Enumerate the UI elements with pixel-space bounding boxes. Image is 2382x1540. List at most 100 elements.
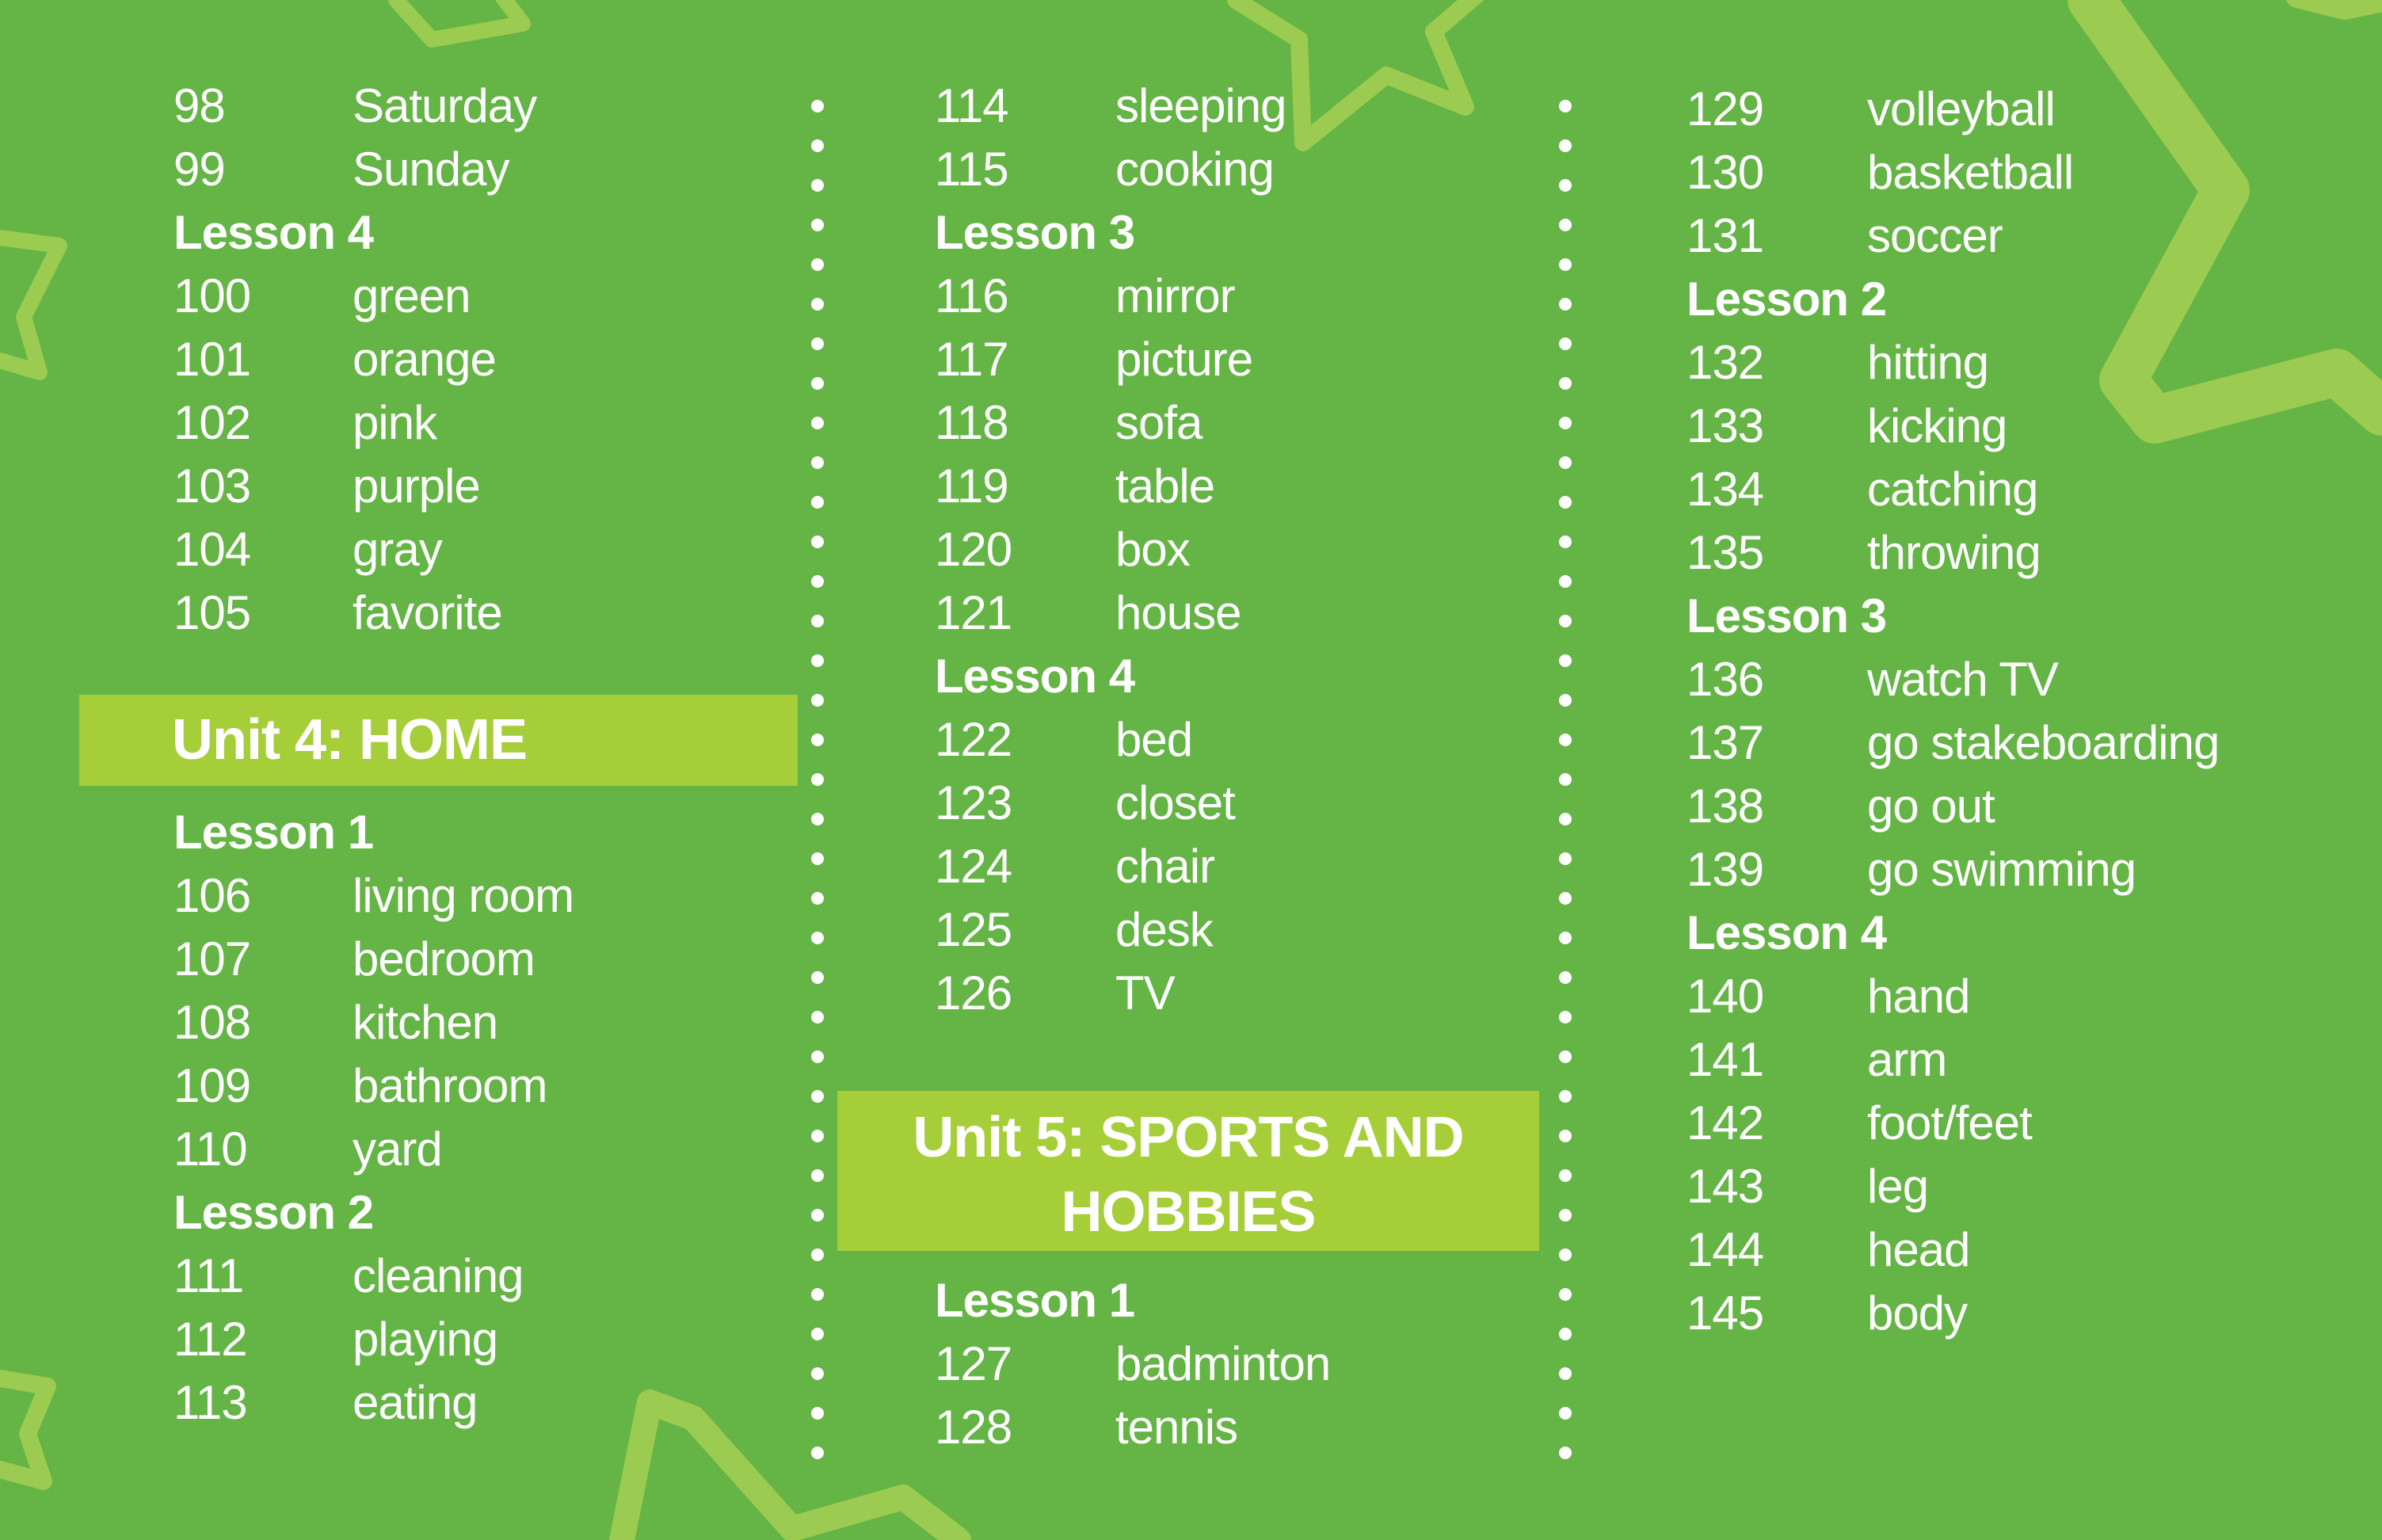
vocab-item: 100 green [173, 265, 471, 328]
divider-dot [1559, 1090, 1572, 1103]
divider-dot [1559, 773, 1572, 786]
divider-dot [811, 1407, 824, 1420]
vocab-number: 102 [173, 396, 251, 449]
lesson-heading: Lesson 2 [173, 1186, 374, 1239]
vocab-number: 127 [935, 1337, 1012, 1390]
divider-dot [811, 852, 824, 865]
vocab-word: purple [353, 459, 481, 513]
vocab-item: 132 hitting [1686, 331, 1989, 395]
vocab-item: 131 soccer [1686, 204, 2003, 268]
vocab-word: badminton [1115, 1337, 1331, 1390]
vocab-word: tennis [1115, 1401, 1238, 1454]
vocab-item: 128 tennis [935, 1396, 1238, 1459]
divider-dot [1559, 496, 1572, 509]
vocab-word: volleyball [1867, 82, 2056, 135]
lesson-heading: Lesson 4 [173, 206, 374, 259]
vocab-number: 132 [1686, 336, 1764, 389]
vocab-word: head [1867, 1223, 1970, 1276]
vocab-word: bed [1115, 713, 1193, 766]
vocab-word: house [1115, 586, 1241, 639]
vocab-word: green [353, 269, 471, 322]
vocab-item: 118 sofa [935, 391, 1202, 455]
star-icon [0, 230, 67, 380]
divider-dot [811, 892, 824, 905]
vocab-item: 114 sleeping [935, 74, 1287, 138]
vocab-word: soccer [1867, 209, 2003, 262]
vocab-word: table [1115, 459, 1215, 513]
divider-dot [811, 1169, 824, 1182]
divider-dot [811, 536, 824, 548]
divider-dot [811, 377, 824, 390]
divider-dot [1559, 377, 1572, 390]
star-icon [1227, 0, 1484, 151]
vocab-word: sleeping [1115, 79, 1287, 132]
unit-4-header: Unit 4: HOME [79, 695, 798, 786]
star-icon [2068, 0, 2382, 444]
vocab-item: 145 body [1686, 1282, 1968, 1345]
vocab-item: 115 cooking [935, 138, 1275, 201]
vocab-number: 111 [173, 1249, 244, 1302]
vocab-number: 116 [935, 269, 1009, 322]
vocab-number: 140 [1686, 970, 1764, 1023]
vocab-number: 145 [1686, 1287, 1764, 1340]
divider-dot [1559, 1169, 1572, 1182]
divider-dot [1559, 971, 1572, 984]
divider-dot [1559, 615, 1572, 627]
unit-5-title-line2: HOBBIES [1061, 1180, 1316, 1244]
vocab-item: 127 badminton [935, 1332, 1331, 1396]
vocab-item: 143 leg [1686, 1155, 1929, 1218]
vocab-number: 119 [935, 459, 1009, 513]
vocab-item: 101 orange [173, 328, 497, 391]
vocab-number: 105 [173, 586, 251, 639]
lesson-heading: Lesson 1 [173, 806, 374, 859]
vocab-item: 134 catching [1686, 458, 2038, 521]
divider-dot [1559, 1407, 1572, 1420]
divider-dot [811, 456, 824, 469]
vocab-word: living room [353, 869, 574, 922]
vocab-item: 133 kicking [1686, 395, 2007, 458]
vocab-item: 119 table [935, 455, 1215, 518]
vocab-item: 135 throwing [1686, 521, 2041, 585]
vocab-word: watch TV [1867, 653, 2059, 706]
divider-dot [1559, 536, 1572, 548]
vocab-word: orange [353, 333, 497, 386]
divider-dot [1559, 219, 1572, 231]
vocab-item: 111 cleaning [173, 1245, 524, 1308]
divider-dot [1559, 417, 1572, 429]
vocab-word: mirror [1115, 269, 1236, 322]
vocab-number: 131 [1686, 209, 1764, 262]
vocab-list-column2-bottom: Lesson 1 127 badminton 128 tennis [935, 1269, 1331, 1459]
vocab-number: 144 [1686, 1223, 1764, 1276]
vocab-word: eating [353, 1376, 478, 1429]
vocab-list-column1-top: 98 Saturday 99 Sunday Lesson 4 100 green 101 ora… [173, 74, 537, 645]
divider-dot [1559, 892, 1572, 905]
dotted-divider [811, 100, 824, 1486]
vocab-word: gray [353, 523, 443, 576]
divider-dot [1559, 1011, 1572, 1023]
lesson-heading: Lesson 4 [935, 650, 1135, 703]
vocab-word: foot/feet [1867, 1096, 2033, 1149]
vocab-number: 124 [935, 840, 1012, 893]
vocab-word: hitting [1867, 336, 1989, 389]
vocab-item: 141 arm [1686, 1028, 1947, 1092]
vocab-number: 141 [1686, 1033, 1764, 1086]
divider-dot [811, 100, 824, 112]
divider-dot [811, 139, 824, 152]
lesson-heading: Lesson 3 [1686, 589, 1887, 642]
vocab-number: 134 [1686, 463, 1764, 516]
vocab-number: 128 [935, 1401, 1012, 1454]
vocab-word: kicking [1867, 399, 2007, 452]
vocab-word: picture [1115, 333, 1253, 386]
vocab-item: 122 bed [935, 708, 1193, 772]
vocab-item: 120 box [935, 518, 1191, 581]
vocab-word: favorite [353, 586, 503, 639]
divider-dot [1559, 734, 1572, 746]
vocab-item: 124 chair [935, 835, 1215, 898]
vocab-number: 108 [173, 996, 251, 1049]
vocab-number: 125 [935, 903, 1012, 956]
vocab-word: bathroom [353, 1059, 547, 1112]
lesson-heading: Lesson 1 [935, 1274, 1135, 1327]
vocab-item: 142 foot/feet [1686, 1092, 2033, 1155]
divider-dot [1559, 1130, 1572, 1142]
vocab-word: pink [353, 396, 437, 449]
